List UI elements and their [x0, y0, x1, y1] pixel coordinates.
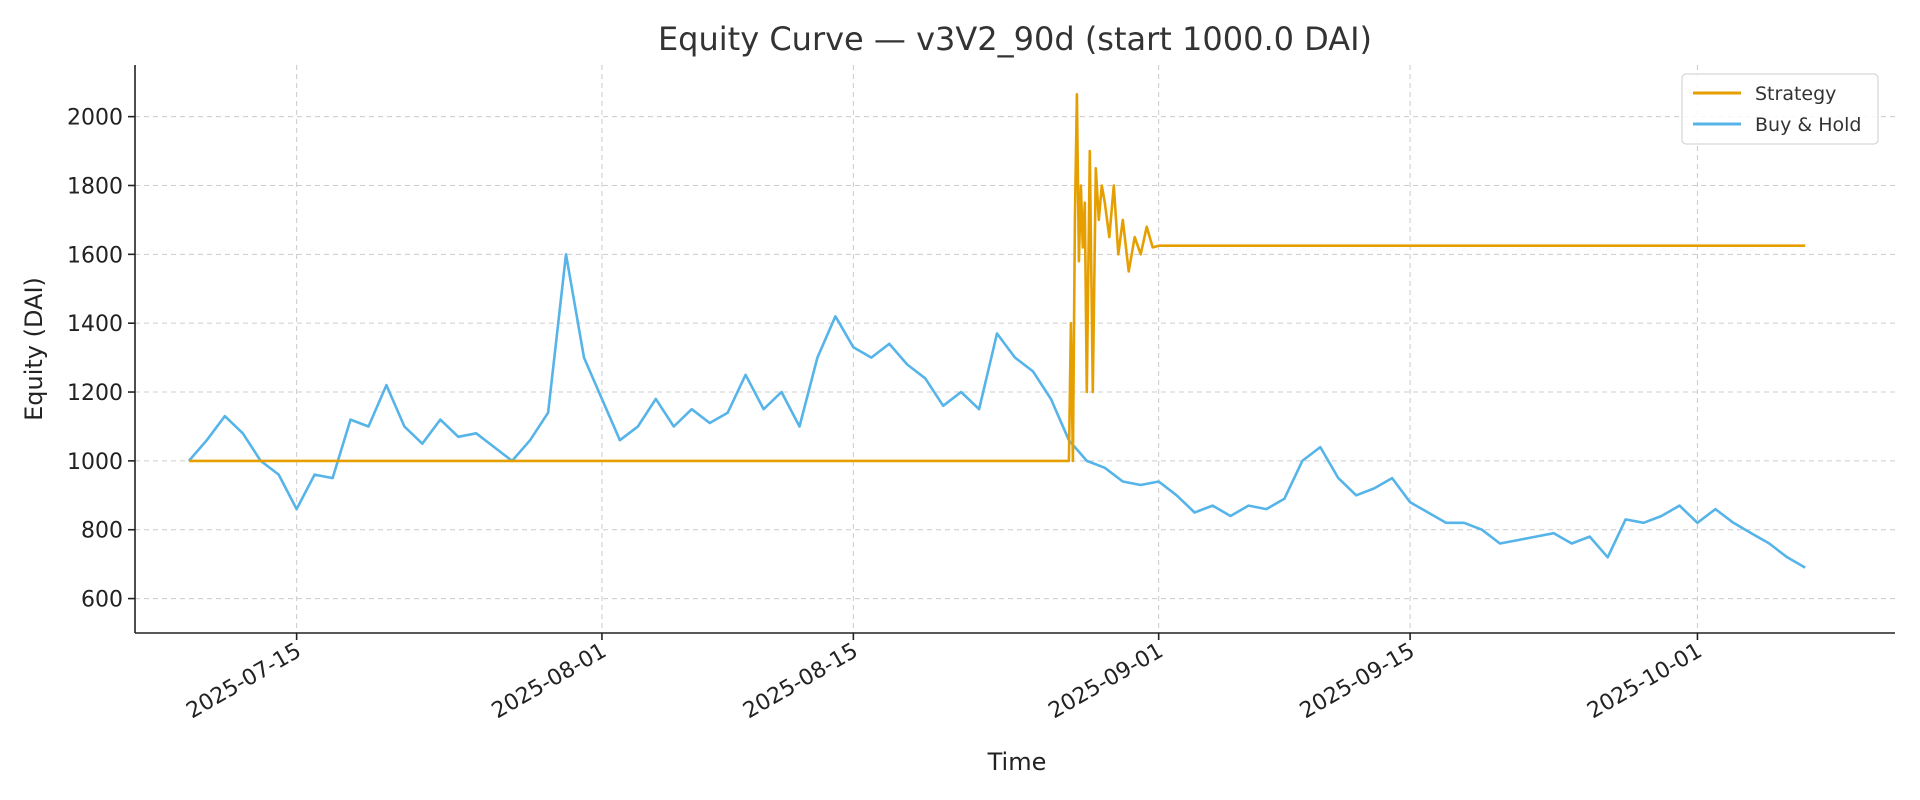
legend: Strategy Buy & Hold [1681, 73, 1879, 145]
y-axis-label: Equity (DAI) [20, 277, 48, 421]
chart-title: Equity Curve — v3V2_90d (start 1000.0 DA… [658, 20, 1372, 58]
y-tick-label: 1600 [67, 243, 123, 268]
x-tick-label: 2025-09-01 [1044, 639, 1167, 725]
y-tick-label: 1000 [67, 450, 123, 475]
axes [134, 65, 1895, 634]
series-line-buy-hold [187, 253, 1806, 569]
grid [135, 65, 1895, 633]
y-tick-label: 1200 [67, 381, 123, 406]
series-layer [187, 93, 1806, 569]
x-tick-label: 2025-08-01 [488, 639, 611, 725]
y-tick-label: 800 [81, 519, 123, 544]
legend-label-strategy: Strategy [1755, 83, 1836, 105]
y-tick-label: 2000 [67, 106, 123, 131]
legend-label-buy-hold: Buy & Hold [1755, 114, 1861, 136]
series-line-strategy [188, 93, 1806, 463]
x-tick-label: 2025-08-15 [739, 639, 862, 725]
y-tick-label: 600 [81, 588, 123, 613]
x-tick-label: 2025-09-15 [1296, 639, 1419, 725]
y-tick-label: 1400 [67, 312, 123, 337]
x-tick-label: 2025-07-15 [182, 639, 305, 725]
tick-labels: 600 800 1000 1200 1400 1600 1800 2000 2025-07-15… [67, 106, 1706, 724]
x-axis-label: Time [987, 748, 1047, 776]
x-tick-label: 2025-10-01 [1583, 639, 1706, 725]
y-tick-label: 1800 [67, 174, 123, 199]
